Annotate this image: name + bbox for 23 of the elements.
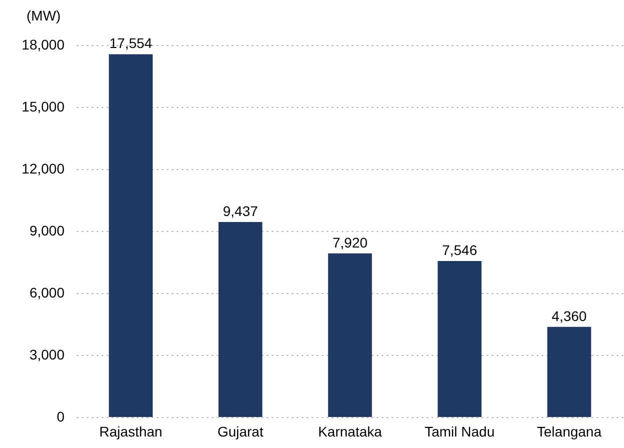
- x-tick-label: Karnataka: [318, 424, 382, 440]
- y-axis-title: (MW): [26, 8, 61, 24]
- data-label: 7,920: [332, 234, 368, 250]
- y-tick-label: 6,000: [29, 284, 65, 300]
- bar: [328, 253, 372, 417]
- x-tick-label: Rajasthan: [99, 424, 162, 440]
- y-tick-label: 9,000: [29, 222, 65, 238]
- bar: [438, 261, 482, 417]
- data-label: 17,554: [109, 35, 152, 52]
- bar: [108, 54, 153, 417]
- data-label: 4,360: [552, 308, 587, 324]
- y-tick-label: 3,000: [29, 346, 65, 362]
- y-tick-label: 15,000: [22, 98, 65, 114]
- x-tick-label: Gujarat: [217, 424, 264, 440]
- y-tick-label: 0: [56, 408, 65, 424]
- x-tick-label: Telangana: [536, 424, 602, 440]
- bar: [547, 326, 592, 417]
- x-tick-label: Tamil Nadu: [424, 424, 495, 440]
- bar: [218, 222, 262, 417]
- y-tick-label: 18,000: [22, 36, 65, 52]
- data-label: 7,546: [442, 242, 478, 258]
- data-label: 9,437: [222, 202, 258, 219]
- y-tick-label: 12,000: [22, 160, 65, 176]
